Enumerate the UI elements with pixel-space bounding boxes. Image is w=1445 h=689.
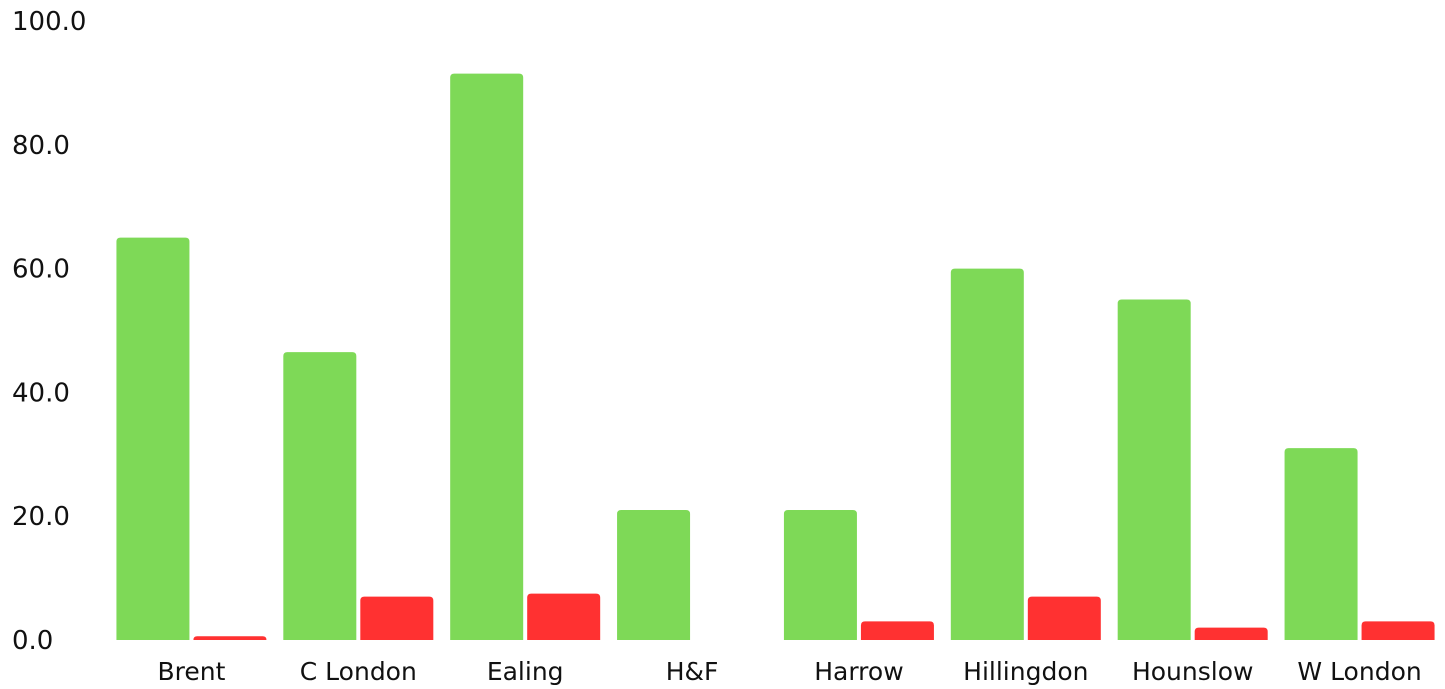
- bar-series-1-1: [283, 352, 357, 640]
- x-tick-label: C London: [300, 657, 417, 686]
- bar-series-1-3: [617, 510, 691, 640]
- x-tick-label: W London: [1297, 657, 1421, 686]
- bar-series-1-0: [116, 237, 190, 640]
- plot-area: [116, 73, 1435, 641]
- bar-series-2-7: [1361, 621, 1435, 640]
- bar-series-1-4: [783, 510, 857, 640]
- x-tick-label: Hillingdon: [963, 657, 1088, 686]
- x-tick-label: H&F: [666, 657, 719, 686]
- y-tick-label: 60.0: [12, 255, 70, 285]
- bar-series-2-4: [860, 621, 934, 640]
- x-tick-label: Ealing: [487, 657, 564, 686]
- bar-series-2-5: [1027, 596, 1101, 640]
- y-axis: 0.0 20.0 40.0 60.0 80.0 100.0: [12, 7, 86, 656]
- bar-series-1-7: [1284, 448, 1358, 640]
- y-tick-label: 0.0: [12, 626, 53, 656]
- bar-series-2-2: [527, 593, 601, 640]
- bar-series-2-0: [193, 636, 267, 640]
- x-tick-label: Harrow: [814, 657, 903, 686]
- y-tick-label: 20.0: [12, 502, 70, 532]
- bar-series-1-6: [1117, 299, 1191, 640]
- bar-series-1-2: [450, 73, 524, 641]
- x-tick-label: Brent: [157, 657, 225, 686]
- y-tick-label: 40.0: [12, 378, 70, 408]
- bar-series-1-5: [950, 268, 1024, 640]
- x-axis: Brent C London Ealing H&F Harrow Hillingdon Ho…: [157, 657, 1421, 686]
- bar-series-2-6: [1194, 627, 1268, 640]
- y-tick-label: 80.0: [12, 131, 70, 161]
- x-tick-label: Hounslow: [1132, 657, 1254, 686]
- y-tick-label: 100.0: [12, 7, 86, 37]
- bar-series-2-1: [360, 596, 434, 640]
